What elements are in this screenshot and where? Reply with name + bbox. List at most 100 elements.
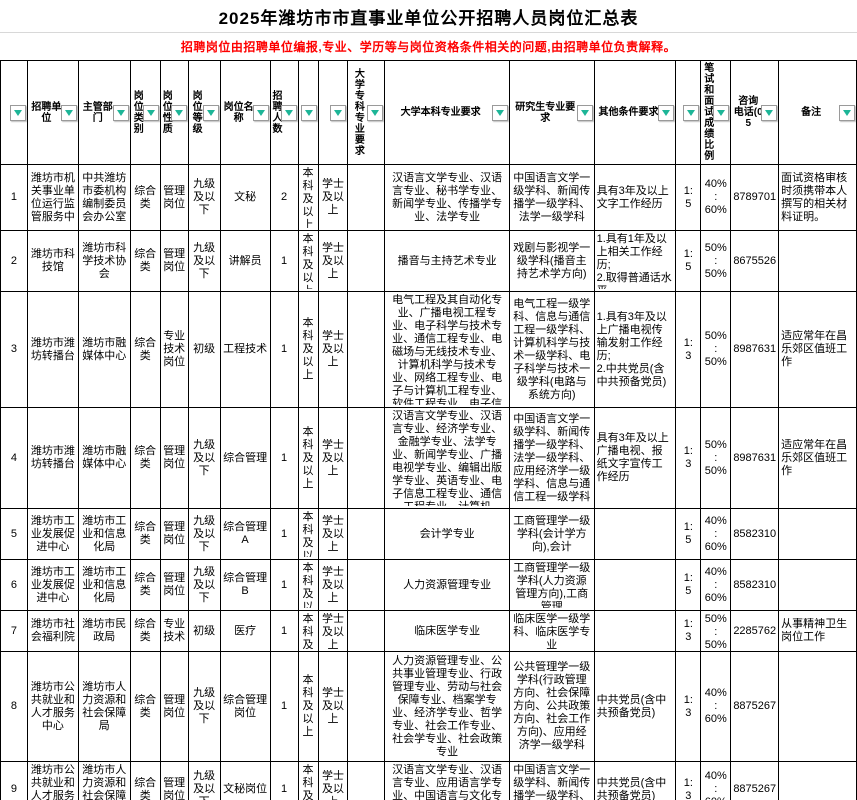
filter-dropdown-icon [687,109,696,116]
filter-button[interactable] [658,104,675,121]
filter-button[interactable] [330,104,347,121]
column-header: 招聘单位 [26,60,79,165]
table-row: 3 潍坊市潍坊转播台 潍坊市融媒体中心 综合类 专业技术岗位 初级 工程技术 1 本科及以上 学士… [0,291,857,408]
table-cell: 汉语言文学专业、汉语言专业、应用语言学专业、中国语言与文化专业、秘书学专业、新闻… [384,761,510,800]
filter-button[interactable] [683,104,700,121]
filter-dropdown-icon [206,109,215,116]
table-cell: 管理岗位 [159,407,189,509]
table-cell: 1 [269,230,299,292]
column-header-label: 招聘人数 [272,90,283,135]
table-cell [593,610,677,652]
table-cell: 9 [0,761,28,800]
filter-dropdown-icon [717,109,726,116]
table-cell: 会计学专业 [384,508,510,560]
table-cell: 工商管理学一级学科(人力资源管理方向),工商管理 [508,559,595,611]
table-cell: 潍坊市工业发展促进中心 [26,559,79,611]
table-cell: 1: 3 [675,407,702,509]
table-cell: 1: 3 [675,651,702,762]
filter-button[interactable] [300,104,317,121]
filter-dropdown-icon [284,109,293,116]
filter-button[interactable] [170,104,187,121]
filter-button[interactable] [491,104,508,121]
table-cell: 电气工程及其自动化专业、广播电视工程专业、电子科学与技术专业、通信工程专业、电磁… [384,291,510,408]
table-cell: 本科及以上 [297,291,319,408]
column-header-label: 岗位类别 [133,90,144,135]
table-cell: 1 [269,610,299,652]
filter-dropdown-icon [371,109,380,116]
table-cell [347,291,386,408]
table-cell: 从事精神卫生岗位工作 [778,610,857,652]
table-cell: 潍坊市科技馆 [26,230,79,292]
table-cell: 潍坊市机关事业单位运行监管服务中 [26,164,79,231]
table-cell: 中国语言文学一级学科、新闻传播学一级学科、法学一级学科、应用经济学一级学科、信息… [508,407,595,509]
table-cell: 九级及以下 [187,651,221,762]
table-cell: 综合管理岗位 [219,651,271,762]
table-cell: 中国语言文学一级学科、新闻传播学一级学科、社会学一级学科 [508,761,595,800]
table-cell: 1: 5 [675,164,702,231]
table-row: 7潍坊市社会福利院潍坊市民政局综合类专业技术初级医疗1本科及以上学士及以上 临床医… [0,610,857,652]
table-cell: 本科及以上 [297,407,319,509]
column-header-label: 岗位名称 [223,101,254,124]
table-row: 9潍坊市公共就业和人才服务中心潍坊市人力资源和社会保障局综合类管理岗位九级及以下… [0,761,857,800]
column-header-label: 备注 [801,107,822,118]
filter-button[interactable] [839,104,855,121]
filter-button[interactable] [252,104,269,121]
table-row: 1 潍坊市机关事业单位运行监管服务中 中共潍坊市委机构编制委员会办公室 综合类 管理岗位… [0,164,857,231]
table-cell [778,508,857,560]
table-cell: 学士及以上 [317,651,349,762]
column-header: 大学专科专业要求 [347,60,386,165]
table-cell [347,651,386,762]
column-header: 研究生专业要求 [508,60,595,165]
table-cell: 50% : 50% [700,407,732,509]
table-cell: 潍坊市融媒体中心 [77,407,131,509]
table-row: 2潍坊市科技馆潍坊市科学技术协会综合类管理岗位九级及以下讲解员1本科及以上学士及… [0,230,857,292]
column-header-label: 大学本科专业要求 [400,107,481,118]
column-header-label: 岗位性质 [162,90,173,135]
table-cell: 中国语言文学一级学科、新闻传播学一级学科、法学一级学科 [508,164,595,231]
filter-dropdown-icon [256,109,265,116]
table-cell: 8789701 [730,164,780,231]
table-cell: 播音与主持艺术专业 [384,230,510,292]
filter-button[interactable] [9,104,26,121]
table-cell: 本科及以上 [297,761,319,800]
table-cell: 学士及以上 [317,407,349,509]
table-cell: 中共党员(含中共预备党员) [593,761,677,800]
table-cell [347,610,386,652]
column-header: 大学本科专业要求 [384,60,510,165]
filter-button[interactable] [713,104,730,121]
table-cell: 8 [0,651,28,762]
filter-button[interactable] [142,104,159,121]
table-cell: 本科及以上 [297,651,319,762]
table-cell [593,508,677,560]
table-cell: 潍坊市人力资源和社会保障局 [77,651,131,762]
table-row: 6 潍坊市工业发展促进中心 潍坊市工业和信息化局 综合类 管理岗位 九级及以下 综合管理B 1… [0,559,857,611]
column-header-label: 主管部门 [82,101,113,124]
table-cell: 潍坊市工业发展促进中心 [26,508,79,560]
table-cell: 学士及以上 [317,508,349,560]
filter-button[interactable] [60,104,77,121]
table-cell: 1 [269,291,299,408]
table-cell: 综合管理B [219,559,271,611]
filter-button[interactable] [576,104,593,121]
table-cell: 8675526 [730,230,780,292]
table-cell: 潍坊市潍坊转播台 [26,407,79,509]
table-cell: 学士及以上 [317,291,349,408]
column-header: 岗位等级 [187,60,221,165]
table-cell: 综合类 [129,291,161,408]
table-cell: 适应常年在昌乐郊区值班工作 [778,407,857,509]
table-cell: 1 [0,164,28,231]
table-cell: 潍坊市潍坊转播台 [26,291,79,408]
filter-button[interactable] [112,104,129,121]
filter-dropdown-icon [843,109,851,116]
table-cell [347,230,386,292]
table-cell: 九级及以下 [187,508,221,560]
filter-dropdown-icon [146,109,155,116]
filter-button[interactable] [761,104,778,121]
filter-button[interactable] [367,104,384,121]
filter-button[interactable] [280,104,297,121]
column-header [0,60,28,165]
filter-button[interactable] [202,104,219,121]
filter-dropdown-icon [13,109,22,116]
filter-dropdown-icon [495,109,504,116]
